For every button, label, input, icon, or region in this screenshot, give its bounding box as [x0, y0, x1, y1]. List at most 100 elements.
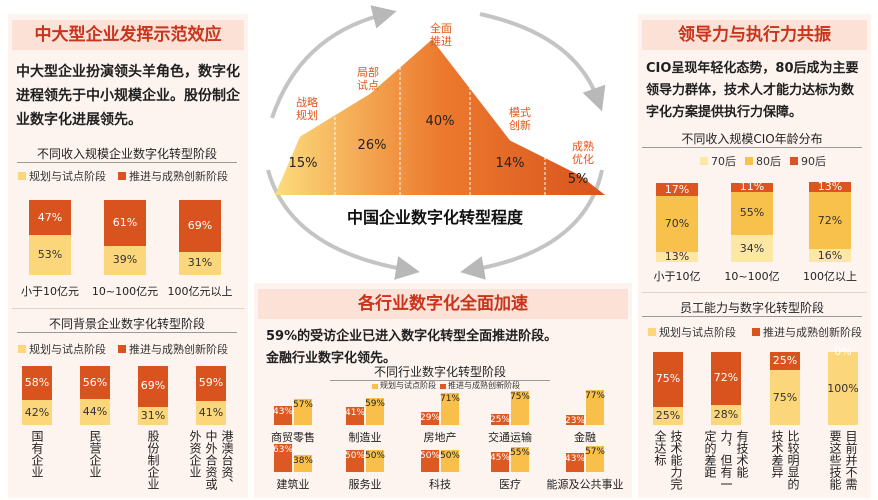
bar: [441, 449, 459, 472]
bar-segment: [104, 200, 146, 246]
value-label: 23%: [564, 415, 585, 426]
bar: [511, 447, 529, 472]
value-label: 11%: [739, 180, 765, 194]
value-label: 100%: [827, 381, 859, 395]
bar: [491, 451, 509, 472]
bar-segment: [770, 370, 800, 425]
bar-segment: [138, 366, 168, 407]
cycle-arrow: [266, 169, 420, 280]
text: 的受访企业已进入数字化转型全面推进阶段。: [297, 329, 558, 344]
value-label: 17%: [664, 182, 690, 196]
legend-swatch: [745, 157, 753, 165]
bar: [491, 413, 509, 425]
bar: [586, 390, 604, 425]
legend-label: 推进与成熟创新阶段: [129, 170, 228, 183]
legend-label: 推进与成熟创新阶段: [129, 343, 228, 356]
chart-title: 不同收入规模CIO年龄分布: [642, 131, 862, 148]
value-label: 0%: [834, 345, 852, 358]
value-label: 43%: [272, 406, 293, 417]
bar: [274, 405, 292, 425]
chart-title: 员工能力与数字化转型阶段: [642, 300, 862, 317]
x-tick-label: 股份制企业: [146, 430, 160, 490]
divider: [12, 308, 244, 309]
bar: [346, 406, 364, 425]
cycle-arrow: [479, 12, 606, 112]
value-label: 56%: [82, 375, 108, 389]
bar: [441, 393, 459, 425]
bar: [566, 414, 584, 425]
value-label: 75%: [772, 390, 798, 404]
bar-segment: [179, 200, 221, 252]
bar-segment: [22, 366, 52, 401]
bar: [346, 449, 364, 472]
legend-swatch: [18, 172, 26, 180]
x-tick-label: 有技术能力，但有一定的差距: [703, 430, 749, 490]
bar: [294, 454, 312, 472]
cycle-arrow: [270, 5, 397, 119]
legend-label: 80后: [756, 155, 781, 168]
bar-segment: [80, 366, 110, 400]
text: 金融行业数字化领先。: [266, 351, 397, 366]
value-label: 55%: [739, 206, 765, 220]
bar-segment: [196, 400, 226, 425]
legend-swatch: [790, 157, 798, 165]
value-label: 43%: [564, 453, 585, 464]
legend-label: 规划与试点阶段: [29, 343, 106, 356]
x-tick-label: 能源及公共事业: [546, 478, 624, 491]
legend-swatch: [118, 345, 126, 353]
value-label: 59%: [364, 399, 385, 410]
x-tick-label: 10~100亿: [724, 270, 780, 283]
stage-label: 模式创新: [509, 106, 531, 132]
area: [275, 39, 605, 195]
x-tick-label: 建筑业: [276, 478, 310, 491]
stage-label: 全面推进: [430, 22, 452, 48]
bar: [294, 399, 312, 425]
legend-label: 70后: [711, 155, 736, 168]
chart-title: 不同行业数字化转型阶段: [330, 364, 550, 381]
value-label: 61%: [112, 215, 138, 229]
legend-label: 推进与成熟创新阶段: [763, 326, 862, 339]
legend-label: 规划与试点阶段: [380, 381, 436, 390]
value-label: 58%: [24, 376, 50, 390]
value-label: 50%: [419, 450, 440, 461]
bar-segment: [731, 183, 773, 192]
x-tick-label: 100亿以上: [803, 270, 857, 283]
x-tick-label: 科技: [429, 478, 451, 491]
bar-segment: [711, 352, 741, 405]
stage-label: 局部试点: [357, 66, 379, 92]
value-label: 5%: [567, 172, 589, 187]
legend-swatch: [118, 172, 126, 180]
bar-segment: [80, 399, 110, 425]
paragraph: 59%的受访企业已进入数字化转型全面推进阶段。 金融行业数字化领先。: [266, 326, 622, 370]
stage-label: 成熟优化: [572, 140, 594, 166]
paragraph: CIO呈现年轻化态势，80后成为主要领导力群体，技术人才能力达标为数字化方案提供…: [646, 61, 859, 120]
x-tick-label: 技术能力完全达标: [653, 430, 683, 490]
bar-segment: [809, 182, 851, 193]
legend-swatch: [700, 157, 708, 165]
diagram-title: 中国企业数字化转型程度: [346, 208, 523, 227]
panel-title: 各行业数字化全面加速: [258, 289, 628, 319]
value-label: 25%: [655, 408, 681, 422]
legend-swatch: [648, 328, 656, 336]
x-tick-label: 10~100亿元: [91, 285, 159, 298]
bar-segment: [656, 196, 698, 252]
value-label: 53%: [37, 248, 63, 262]
bar-segment: [809, 192, 851, 250]
value-label: 14%: [495, 156, 525, 171]
cycle-arrow: [460, 169, 604, 280]
x-tick-label: 服务业: [348, 478, 382, 491]
value-label: 50%: [439, 450, 460, 461]
value-label: 15%: [288, 156, 318, 171]
bar: [566, 452, 584, 472]
value-label: 31%: [140, 408, 166, 422]
x-tick-label: 民营企业: [88, 430, 102, 478]
bar: [421, 449, 439, 472]
value-label: 69%: [187, 218, 213, 232]
x-tick-label: 国有企业: [30, 430, 44, 478]
value-label: 34%: [739, 241, 765, 255]
bar-segment: [196, 366, 226, 401]
value-label: 55%: [509, 448, 530, 459]
bar-segment: [770, 352, 800, 371]
